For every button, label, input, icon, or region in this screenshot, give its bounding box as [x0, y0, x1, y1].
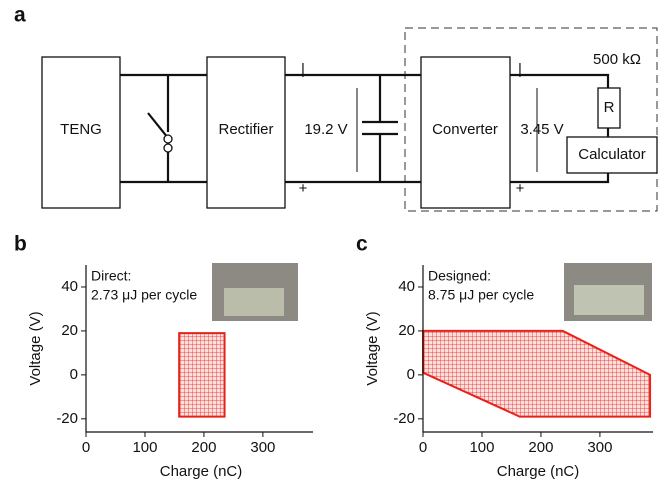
y-tick-label: 20: [61, 322, 78, 339]
x-tick-label: 200: [528, 439, 553, 456]
polarity: |: [518, 61, 522, 78]
y-tick-label: 40: [61, 278, 78, 295]
annotation: 2.73 μJ per cycle: [91, 287, 197, 303]
y-axis-label: Voltage (V): [27, 311, 44, 385]
y-tick-label: -20: [393, 410, 415, 427]
block-label: Calculator: [578, 146, 646, 163]
annotation: Designed:: [428, 268, 491, 284]
block: [566, 136, 658, 174]
block-label: Rectifier: [218, 121, 273, 138]
voltage: 3.45 V: [520, 121, 563, 138]
y-tick-label: 20: [398, 322, 415, 339]
x-tick-label: 200: [191, 439, 216, 456]
voltage-arrows: [356, 88, 538, 172]
polarity: |: [301, 61, 305, 78]
block: [420, 56, 511, 209]
panel-label: c: [356, 233, 368, 256]
y-tick-label: 0: [407, 366, 415, 383]
panel-label: b: [14, 233, 27, 256]
x-axis-label: Charge (nC): [160, 463, 243, 480]
annotation: 8.75 μJ per cycle: [428, 287, 534, 303]
resistance: 500 kΩ: [593, 51, 641, 68]
y-axis-label: Voltage (V): [364, 311, 381, 385]
annotation: Direct:: [91, 268, 131, 284]
loop: [422, 329, 652, 418]
x-tick-label: 0: [419, 439, 427, 456]
x-tick-label: 100: [469, 439, 494, 456]
x-tick-label: 300: [250, 439, 275, 456]
x-axis-label: Charge (nC): [497, 463, 580, 480]
resistor-label: R: [604, 99, 615, 116]
switch-contact: [163, 134, 173, 144]
y-tick-label: 0: [70, 366, 78, 383]
photo: [574, 285, 644, 315]
y-tick-label: -20: [56, 410, 78, 427]
converter-frame: [404, 27, 658, 212]
switch-contact: [163, 143, 173, 153]
polarity: +: [299, 180, 308, 197]
block-label: Converter: [432, 121, 498, 138]
x-tick-label: 0: [82, 439, 90, 456]
block: [41, 56, 121, 209]
loop: [178, 332, 226, 418]
x-tick-label: 100: [132, 439, 157, 456]
y-tick-label: 40: [398, 278, 415, 295]
switch-cap: [147, 75, 398, 182]
voltage: 19.2 V: [304, 121, 347, 138]
photo: [224, 288, 284, 316]
wires: [120, 73, 610, 184]
circuit: a TENG Rectifier Converter Calculator R …: [14, 4, 658, 212]
block: [206, 56, 286, 209]
x-tick-label: 300: [587, 439, 612, 456]
polarity: +: [516, 180, 525, 197]
block-label: TENG: [60, 121, 102, 138]
resistor: [597, 87, 621, 129]
panel-label: a: [14, 4, 26, 27]
